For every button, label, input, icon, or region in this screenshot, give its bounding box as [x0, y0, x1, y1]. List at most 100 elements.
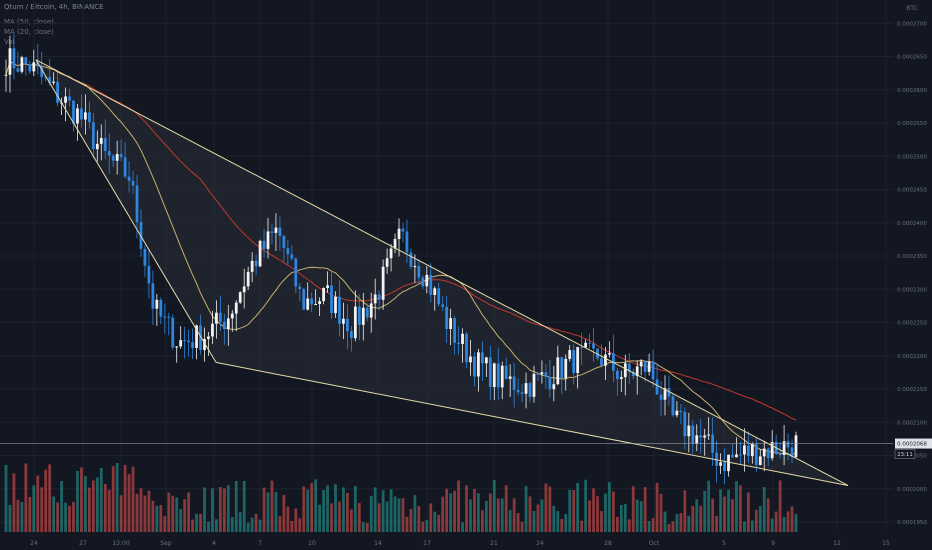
candle-body	[449, 318, 453, 329]
price-axis[interactable]: BTC 0.0002700 0.0002650 0.0002600 0.0002550 0…	[893, 0, 932, 550]
candle-body	[608, 353, 611, 355]
volume-bar	[143, 495, 147, 532]
candle-body	[286, 248, 290, 255]
volume-bar	[56, 502, 59, 532]
volume-bar	[16, 499, 20, 532]
volume-bar	[564, 514, 568, 532]
volume-legend[interactable]: Vol	[4, 38, 15, 46]
volume-bar	[385, 501, 389, 532]
candle-body	[691, 425, 695, 444]
candle-body	[675, 410, 679, 416]
candle-body	[568, 350, 572, 359]
volume-bar	[171, 495, 175, 532]
candle-body	[346, 318, 349, 332]
volume-bar	[32, 485, 36, 532]
volume-bar	[183, 499, 187, 532]
candle-body	[556, 357, 560, 385]
candle-body	[250, 260, 254, 272]
candle-body	[80, 108, 83, 120]
ma20-line	[5, 60, 797, 456]
candle-body	[357, 306, 361, 325]
candle-body	[318, 301, 322, 305]
price-labels: 0.0002068 23:11	[894, 438, 932, 459]
candle-body	[524, 383, 528, 394]
volume-bar	[758, 506, 762, 532]
candles	[4, 34, 798, 484]
candle-body	[596, 348, 599, 359]
volume-bar	[604, 493, 607, 532]
volume-bar	[667, 523, 671, 532]
candle-body	[191, 342, 194, 348]
trendline[interactable]	[215, 361, 849, 486]
volume-bar	[719, 489, 722, 532]
candle-body	[12, 48, 16, 69]
volume-bar	[778, 480, 782, 532]
candle-body	[338, 296, 341, 324]
candle-body	[175, 346, 179, 348]
volume-bar	[556, 511, 560, 532]
candle-body	[342, 318, 345, 324]
candle-body	[739, 454, 742, 456]
volume-bar	[449, 493, 453, 532]
volume-bar	[794, 514, 798, 532]
candle-body	[68, 96, 71, 101]
volume-bar	[48, 464, 52, 532]
moving-average-line	[5, 60, 797, 456]
candle-body	[127, 176, 131, 181]
volume-bar	[381, 490, 385, 532]
trendline[interactable]	[35, 59, 217, 363]
last-price-box	[895, 438, 932, 449]
candle-body	[421, 277, 425, 287]
price-tick-label: 0.0002600	[897, 88, 927, 94]
volume-bar	[433, 511, 437, 532]
candle-body	[155, 299, 159, 309]
candle-body	[762, 448, 766, 457]
volume-bar	[512, 498, 516, 532]
volume-bar	[306, 489, 310, 532]
candle-body	[389, 248, 393, 259]
candle-body	[488, 357, 492, 388]
countdown-label: 23:11	[897, 452, 913, 458]
time-axis[interactable]: 24 27 13:00 Sep 4 7 10 14 17 21 24 28 Oct 5 9 12 15	[0, 532, 893, 550]
candle-body	[584, 342, 587, 348]
volume-bar	[115, 463, 119, 532]
currency-label: BTC	[906, 5, 918, 12]
volume-bar	[64, 502, 67, 532]
ma50-legend[interactable]: MA (50, close)	[4, 18, 54, 26]
candle-body	[143, 248, 147, 266]
volume-bar	[715, 515, 718, 532]
time-tick-label: 24	[30, 540, 38, 547]
time-tick-label: 12	[833, 540, 841, 547]
volume-bar	[52, 496, 56, 532]
volume-bar	[671, 521, 675, 532]
volume-bar	[99, 467, 103, 532]
volume-bar	[611, 491, 615, 532]
candle-body	[40, 66, 44, 78]
volume-bar	[548, 486, 552, 532]
candle-body	[222, 321, 226, 329]
candle-body	[679, 410, 683, 413]
volume-bar	[222, 488, 226, 532]
volume-bar	[322, 490, 325, 532]
volume-bar	[675, 514, 679, 532]
candle-body	[119, 153, 123, 158]
price-tick-label: 0.0002150	[897, 387, 927, 393]
volume-bar	[786, 511, 790, 532]
candle-body	[84, 112, 87, 120]
volume-bar	[508, 510, 512, 532]
volume-bar	[488, 493, 492, 532]
candle-body	[627, 363, 631, 372]
price-tick-label: 0.0002300	[897, 287, 927, 293]
candle-body	[770, 442, 774, 459]
ma20-legend[interactable]: MA (20, close)	[4, 28, 54, 36]
volume-bar	[731, 499, 734, 532]
trendline[interactable]	[35, 59, 849, 486]
candle-body	[417, 266, 421, 278]
volume-bar	[84, 476, 87, 532]
volume-bar	[437, 514, 441, 532]
candle-body	[433, 288, 437, 295]
candle-body	[461, 333, 464, 344]
candle-body	[437, 288, 441, 305]
volume-bar	[8, 504, 12, 532]
